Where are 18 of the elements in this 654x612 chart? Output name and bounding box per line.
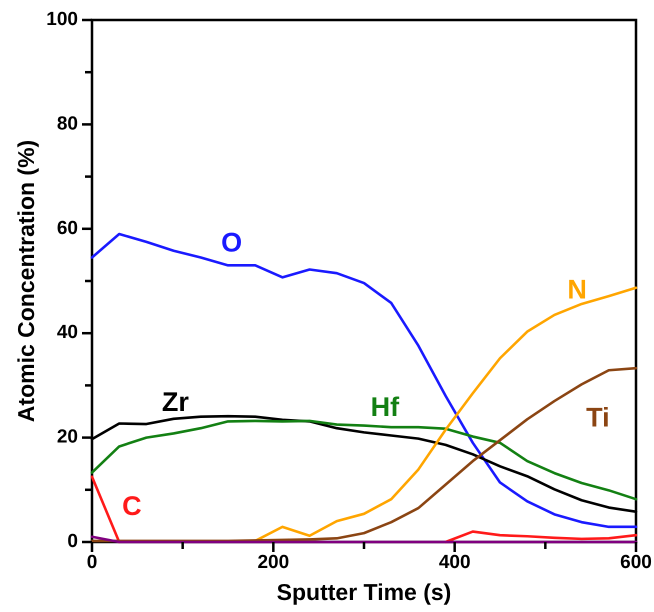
series-label: N: [567, 274, 587, 305]
y-tick-label: 60: [56, 218, 78, 239]
y-tick-label: 20: [56, 426, 78, 448]
y-tick-label: 40: [56, 322, 78, 344]
y-tick-label: 80: [56, 113, 78, 134]
x-axis-title: Sputter Time (s): [276, 579, 452, 605]
series-label: C: [122, 491, 142, 522]
series-label: Ti: [586, 402, 610, 432]
y-tick-label: 100: [46, 9, 78, 30]
x-tick-label: 0: [86, 552, 98, 573]
x-tick-label: 200: [257, 552, 290, 573]
y-axis-title: Atomic Concentration (%): [13, 140, 39, 422]
series-label: Zr: [162, 386, 190, 417]
x-tick-label: 400: [438, 552, 471, 573]
y-tick-label: 0: [67, 531, 78, 552]
x-tick-label: 600: [620, 552, 652, 573]
series-label: O: [221, 228, 242, 258]
series-label: Hf: [370, 392, 400, 422]
